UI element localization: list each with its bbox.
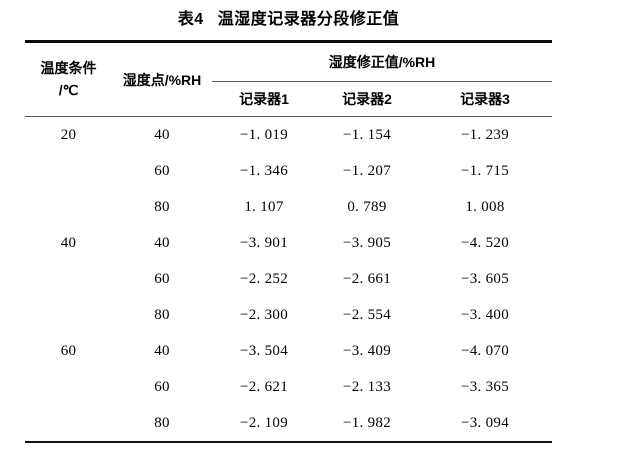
recorder1-value-cell: −3. 901 <box>239 234 289 251</box>
header-temp-condition-line1: 温度条件 <box>40 59 97 76</box>
recorder1-value-cell: −2. 621 <box>239 378 289 395</box>
recorder2-value-cell: −3. 409 <box>342 342 392 359</box>
recorder1-value-cell: −2. 109 <box>239 414 289 431</box>
temp-cell <box>25 297 112 333</box>
table-caption: 温湿度记录器分段修正值 <box>217 11 400 28</box>
header-recorder-1: 记录器1 <box>212 81 316 117</box>
table-body: 20 40 −1. 019 −1. 154 −1. 239 60 −1. 346… <box>25 117 552 443</box>
temp-cell <box>25 261 112 297</box>
recorder3-value-cell: −3. 365 <box>460 378 510 395</box>
header-recorder-3: 记录器3 <box>418 81 553 117</box>
humidity-point-cell: 40 <box>154 234 170 251</box>
header-recorder-2: 记录器2 <box>316 81 418 117</box>
table-row: 80 1. 107 0. 789 1. 008 <box>25 189 552 225</box>
recorder2-value-cell: −3. 905 <box>342 234 392 251</box>
header-correction-group: 湿度修正值/%RH <box>212 41 553 82</box>
table-header: 温度条件 /℃ 湿度点/%RH 湿度修正值/%RH 记录器1 记录器2 记录器3 <box>25 41 553 117</box>
recorder2-value-cell: −1. 207 <box>342 162 392 179</box>
temp-cell <box>25 369 112 405</box>
recorder1-value-cell: −2. 252 <box>239 270 289 287</box>
humidity-point-cell: 40 <box>154 342 170 359</box>
header-humidity-point: 湿度点/%RH <box>112 41 212 117</box>
humidity-point-cell: 80 <box>154 198 170 215</box>
temp-cell <box>25 405 112 442</box>
table-row: 60 −2. 252 −2. 661 −3. 605 <box>25 261 552 297</box>
humidity-point-cell: 40 <box>154 126 170 143</box>
recorder3-value-cell: 1. 008 <box>465 198 505 215</box>
recorder3-value-cell: −3. 400 <box>460 306 510 323</box>
recorder3-value-cell: −3. 605 <box>460 270 510 287</box>
recorder3-value-cell: −4. 070 <box>460 342 510 359</box>
recorder1-value-cell: −1. 019 <box>239 126 289 143</box>
recorder2-value-cell: −2. 133 <box>342 378 392 395</box>
recorder2-value-cell: −2. 554 <box>342 306 392 323</box>
table-row: 80 −2. 300 −2. 554 −3. 400 <box>25 297 552 333</box>
temp-cell: 40 <box>60 234 77 251</box>
table-number-label: 表4 <box>177 11 204 28</box>
recorder3-value-cell: −1. 239 <box>460 126 510 143</box>
recorder3-value-cell: −3. 094 <box>460 414 510 431</box>
correction-table: 温度条件 /℃ 湿度点/%RH 湿度修正值/%RH 记录器1 记录器2 记录器3… <box>25 40 553 443</box>
recorder2-value-cell: 0. 789 <box>347 198 387 215</box>
recorder1-value-cell: −1. 346 <box>239 162 289 179</box>
recorder2-value-cell: −1. 154 <box>342 126 392 143</box>
recorder2-value-cell: −2. 661 <box>342 270 392 287</box>
humidity-point-cell: 60 <box>154 270 170 287</box>
header-temp-condition: 温度条件 /℃ <box>25 41 112 117</box>
table-title: 表4 温湿度记录器分段修正值 <box>25 5 552 29</box>
humidity-point-cell: 60 <box>154 378 170 395</box>
humidity-point-cell: 60 <box>154 162 170 179</box>
table-row: 60 −2. 621 −2. 133 −3. 365 <box>25 369 552 405</box>
temp-cell: 20 <box>60 126 77 143</box>
recorder1-value-cell: −3. 504 <box>239 342 289 359</box>
temp-cell <box>25 153 112 189</box>
recorder1-value-cell: −2. 300 <box>239 306 289 323</box>
humidity-point-cell: 80 <box>154 306 170 323</box>
recorder1-value-cell: 1. 107 <box>244 198 284 215</box>
table-row: 40 40 −3. 901 −3. 905 −4. 520 <box>25 225 552 261</box>
table-row: 60 40 −3. 504 −3. 409 −4. 070 <box>25 333 552 369</box>
header-temp-condition-line2: /℃ <box>58 81 79 98</box>
recorder2-value-cell: −1. 982 <box>342 414 392 431</box>
temp-cell: 60 <box>60 342 77 359</box>
table-row: 60 −1. 346 −1. 207 −1. 715 <box>25 153 552 189</box>
table-row: 20 40 −1. 019 −1. 154 −1. 239 <box>25 117 552 154</box>
humidity-point-cell: 80 <box>154 414 170 431</box>
recorder3-value-cell: −4. 520 <box>460 234 510 251</box>
temp-cell <box>25 189 112 225</box>
recorder3-value-cell: −1. 715 <box>460 162 510 179</box>
table-row: 80 −2. 109 −1. 982 −3. 094 <box>25 405 552 442</box>
